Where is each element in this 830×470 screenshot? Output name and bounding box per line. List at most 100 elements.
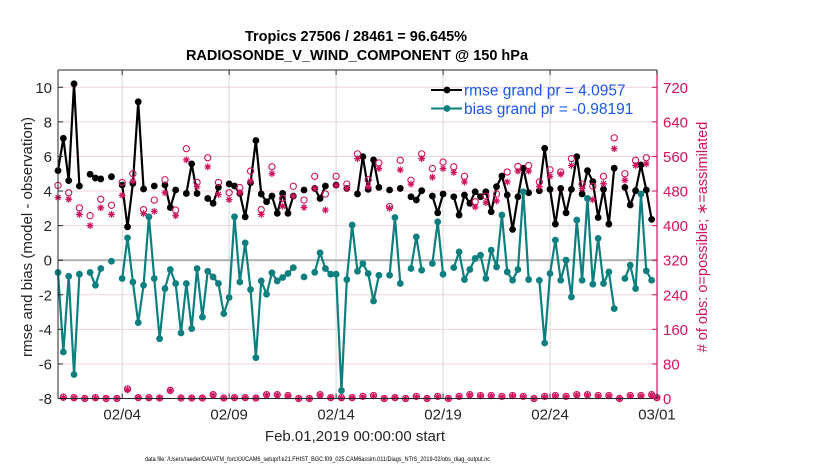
obs-possible-marker [396,156,404,164]
obs-assimilated-marker [386,204,393,212]
obs-assimilated-marker [75,210,83,218]
bias-point [150,275,158,282]
obs-assimilated-marker [172,212,180,220]
obs-assimilated-marker [455,393,463,401]
rmse-point [300,186,308,194]
y-tick-label: 2 [44,218,52,235]
bias-point [327,270,335,278]
bias-point [279,274,287,281]
bias-point [428,260,436,267]
obs-assimilated-marker [284,392,292,400]
obs-assimilated-marker [300,204,308,211]
obs-possible-marker [129,170,137,178]
rmse-point [412,196,420,204]
bias-point [594,234,602,242]
bias-point [124,234,131,242]
obs-possible-marker [503,168,511,176]
legend-label-rmse: rmse grand pr = 4.0957 [464,83,626,100]
rmse-point [140,185,147,193]
bias-point [535,276,543,284]
rmse-point [578,190,586,198]
rmse-point [166,204,174,211]
bias-point [129,278,137,286]
bias-point [391,214,399,221]
rmse-point [263,198,270,206]
rmse-point [59,134,67,142]
legend-entry-bias: bias grand pr = -0.98191 [431,101,633,118]
y-right-tick-label: 640 [663,114,688,131]
obs-possible-marker [204,154,212,162]
rmse-point [150,182,158,190]
y-right-tick-label: 80 [663,356,680,373]
rmse-point [546,185,554,193]
rmse-point [108,173,115,181]
obs-assimilated-marker [343,185,351,192]
obs-possible-marker [268,163,276,171]
rmse-point [541,144,549,152]
obs-possible-marker [107,201,116,209]
obs-possible-marker [375,159,383,167]
obs-possible-marker [567,154,576,163]
obs-assimilated-marker [118,191,126,199]
y-axis-label: rmse and bias (model - observation) [19,117,36,357]
obs-possible-marker [492,190,501,198]
obs-assimilated-marker [364,183,372,191]
rmse-point [134,98,142,106]
chart-subtitle: RADIOSONDE_V_WIND_COMPONENT @ 150 hPa [186,48,529,64]
bias-point [359,260,367,267]
rmse-point [450,193,458,201]
bias-point [364,270,372,277]
bias-point [86,269,94,276]
rmse-point [97,175,105,183]
obs-assimilated-marker [209,391,217,399]
bias-line-segment [313,223,380,392]
obs-assimilated-marker [412,393,420,401]
bias-point [166,266,174,273]
y-tick-label: -8 [39,391,52,408]
bias-point [439,270,447,278]
rmse-point [124,223,131,231]
bias-point [584,195,591,202]
rmse-point [557,185,565,192]
bias-line-segment [409,235,423,271]
rmse-point [637,161,645,169]
obs-assimilated-marker [525,167,533,175]
bias-point [134,319,142,326]
bias-point [471,255,479,262]
x-tick-label: 02/24 [531,407,569,424]
obs-assimilated-marker [626,392,634,400]
bias-point [396,280,404,287]
bias-point [182,280,190,287]
rmse-point [161,181,169,189]
bias-point [220,310,228,318]
y-tick-label: 10 [35,80,52,97]
rmse-point [172,186,180,194]
bias-point [461,276,468,283]
bias-point [145,213,153,221]
obs-assimilated-marker [594,392,602,400]
y-right-tick-label: 720 [663,80,688,97]
bias-point [375,271,383,279]
x-tick-label: 02/19 [424,407,462,424]
y-tick-label: 6 [44,149,52,166]
bias-point [311,268,319,276]
obs-assimilated-marker [322,206,329,214]
obs-assimilated-marker [557,170,565,178]
obs-assimilated-marker [632,162,640,169]
obs-possible-marker [524,161,533,170]
bias-point [386,271,393,279]
obs-assimilated-marker [466,391,474,399]
obs-possible-marker [75,204,84,212]
rmse-point [241,213,249,221]
bias-point [493,263,500,271]
rmse-point [225,180,233,188]
rmse-point [600,185,607,193]
bias-point [156,335,164,343]
rmse-point [584,167,591,175]
bias-line-segment [121,215,295,359]
rmse-point [605,220,613,228]
bias-point [354,267,361,275]
obs-possible-marker [364,176,372,184]
rmse-point [182,190,190,197]
bias-point [626,261,634,269]
